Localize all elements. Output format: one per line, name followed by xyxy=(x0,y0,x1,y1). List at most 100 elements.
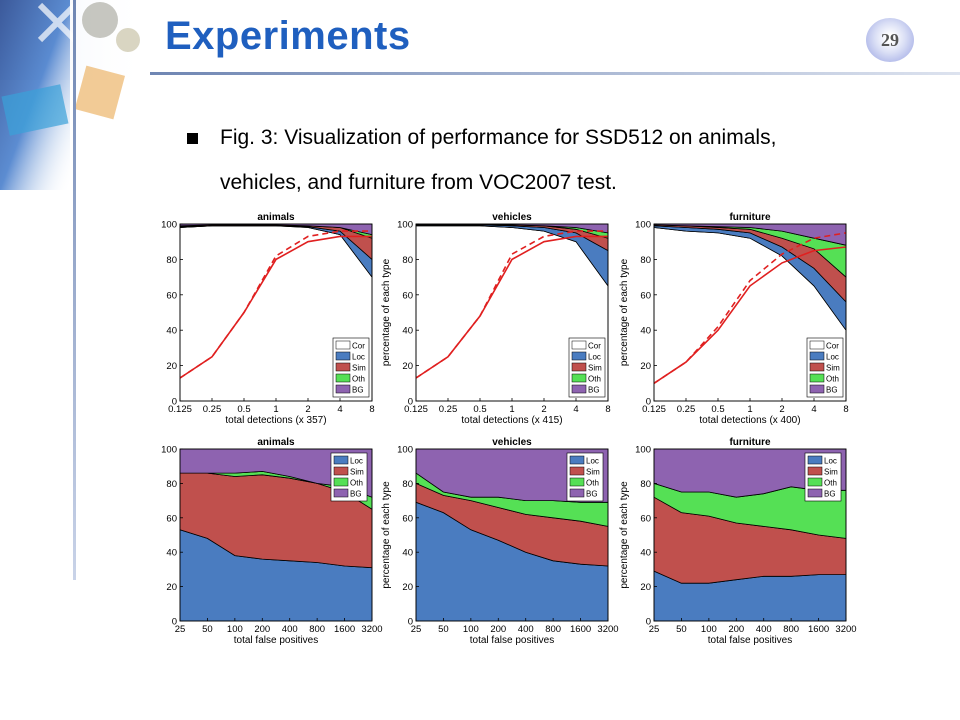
legend-swatch-cor xyxy=(809,340,825,350)
y-tick-label: 40 xyxy=(640,326,651,337)
coin-icon xyxy=(116,28,140,52)
legend-label: Oth xyxy=(350,479,363,488)
x-tick-label: 1600 xyxy=(334,624,355,635)
y-tick-label: 60 xyxy=(640,513,651,524)
y-tick-label: 100 xyxy=(635,220,651,231)
x-tick-label: 1600 xyxy=(808,624,829,635)
x-tick-label: 25 xyxy=(175,624,186,635)
legend-swatch-oth xyxy=(571,373,587,383)
legend-label: Cor xyxy=(352,342,365,351)
page-number-badge: 29 xyxy=(866,18,914,62)
y-tick-label: 100 xyxy=(397,220,413,231)
legend: Loc Sim Oth BG xyxy=(566,452,604,502)
legend-swatch-loc xyxy=(335,351,351,361)
legend-label: BG xyxy=(826,386,838,395)
y-tick-label: 60 xyxy=(640,290,651,301)
legend-label: Sim xyxy=(824,468,838,477)
x-tick-label: 800 xyxy=(783,624,799,635)
legend-swatch-sim xyxy=(335,362,351,372)
legend-label: BG xyxy=(350,490,362,499)
x-tick-label: 4 xyxy=(573,404,578,415)
recall-curve xyxy=(179,235,372,379)
legend-label: Sim xyxy=(586,468,600,477)
vertical-rule xyxy=(73,0,76,580)
x-axis-label: total detections (x 400) xyxy=(699,415,800,426)
y-axis-label: percentage of each type xyxy=(619,481,630,589)
x-axis-label: total detections (x 357) xyxy=(225,415,326,426)
x-tick-label: 400 xyxy=(518,624,534,635)
y-tick-label: 100 xyxy=(397,445,413,456)
x-tick-label: 0.25 xyxy=(439,404,458,415)
x-tick-label: 400 xyxy=(756,624,772,635)
legend-label: Loc xyxy=(588,353,601,362)
corner-decoration xyxy=(0,0,150,190)
x-tick-label: 4 xyxy=(811,404,816,415)
bullet-square-icon xyxy=(187,133,198,144)
y-tick-label: 60 xyxy=(166,290,177,301)
bullet-text-line-1: Fig. 3: Visualization of performance for… xyxy=(220,126,777,149)
legend-label: Loc xyxy=(352,353,365,362)
legend-label: Cor xyxy=(826,342,839,351)
legend-swatch-cor xyxy=(571,340,587,350)
legend-swatch-oth xyxy=(569,477,585,487)
y-tick-label: 20 xyxy=(640,582,651,593)
x-axis-label: total false positives xyxy=(234,635,319,646)
x-mark-icon xyxy=(37,2,78,43)
legend-swatch-bg xyxy=(807,488,823,498)
x-tick-label: 2 xyxy=(305,404,310,415)
x-axis-label: total detections (x 415) xyxy=(461,415,562,426)
legend-label: BG xyxy=(352,386,364,395)
x-axis-label: total false positives xyxy=(470,635,555,646)
y-tick-label: 40 xyxy=(166,548,177,559)
legend-swatch-oth xyxy=(807,477,823,487)
y-tick-label: 100 xyxy=(161,220,177,231)
legend-swatch-loc xyxy=(569,455,585,465)
chart-panel-1: animals 0 20 40 60 80 100 0.125 0.25 0.5 1 2 4 8 total… xyxy=(161,212,375,426)
legend-swatch-bg xyxy=(571,384,587,394)
x-tick-label: 3200 xyxy=(835,624,856,635)
x-tick-label: 0.25 xyxy=(203,404,222,415)
y-tick-label: 0 xyxy=(408,617,413,628)
x-tick-label: 200 xyxy=(254,624,270,635)
x-tick-label: 25 xyxy=(649,624,660,635)
x-tick-label: 3200 xyxy=(361,624,382,635)
y-tick-label: 100 xyxy=(161,445,177,456)
y-tick-label: 60 xyxy=(402,290,413,301)
x-tick-label: 8 xyxy=(605,404,610,415)
y-tick-label: 0 xyxy=(172,617,177,628)
legend-swatch-oth xyxy=(333,477,349,487)
y-tick-label: 0 xyxy=(172,397,177,408)
y-tick-label: 20 xyxy=(166,361,177,372)
y-tick-label: 20 xyxy=(166,582,177,593)
x-tick-label: 100 xyxy=(463,624,479,635)
x-tick-label: 50 xyxy=(202,624,213,635)
legend-swatch-sim xyxy=(333,466,349,476)
y-tick-label: 80 xyxy=(166,255,177,266)
legend-label: BG xyxy=(586,490,598,499)
x-tick-label: 100 xyxy=(227,624,243,635)
legend-swatch-bg xyxy=(335,384,351,394)
y-tick-label: 0 xyxy=(646,617,651,628)
chart-panel-6: furniture 0 20 40 60 80 100 25 50 100 200 400 800 160… xyxy=(619,437,857,646)
legend-swatch-loc xyxy=(571,351,587,361)
legend-label: BG xyxy=(588,386,600,395)
y-tick-label: 40 xyxy=(402,326,413,337)
y-axis-label: percentage of each type xyxy=(381,481,392,589)
legend-swatch-bg xyxy=(809,384,825,394)
y-tick-label: 40 xyxy=(640,548,651,559)
x-tick-label: 0.25 xyxy=(677,404,696,415)
legend-swatch-sim xyxy=(807,466,823,476)
x-tick-label: 50 xyxy=(438,624,449,635)
legend-label: Oth xyxy=(588,375,601,384)
y-tick-label: 20 xyxy=(402,582,413,593)
x-tick-label: 200 xyxy=(728,624,744,635)
legend-label: Sim xyxy=(350,468,364,477)
y-tick-label: 60 xyxy=(166,513,177,524)
x-tick-label: 4 xyxy=(337,404,342,415)
x-tick-label: 3200 xyxy=(597,624,618,635)
x-tick-label: 50 xyxy=(676,624,687,635)
x-tick-label: 0.5 xyxy=(711,404,724,415)
x-tick-label: 1600 xyxy=(570,624,591,635)
x-tick-label: 0.125 xyxy=(404,404,428,415)
recall-curve-dashed xyxy=(653,232,847,384)
